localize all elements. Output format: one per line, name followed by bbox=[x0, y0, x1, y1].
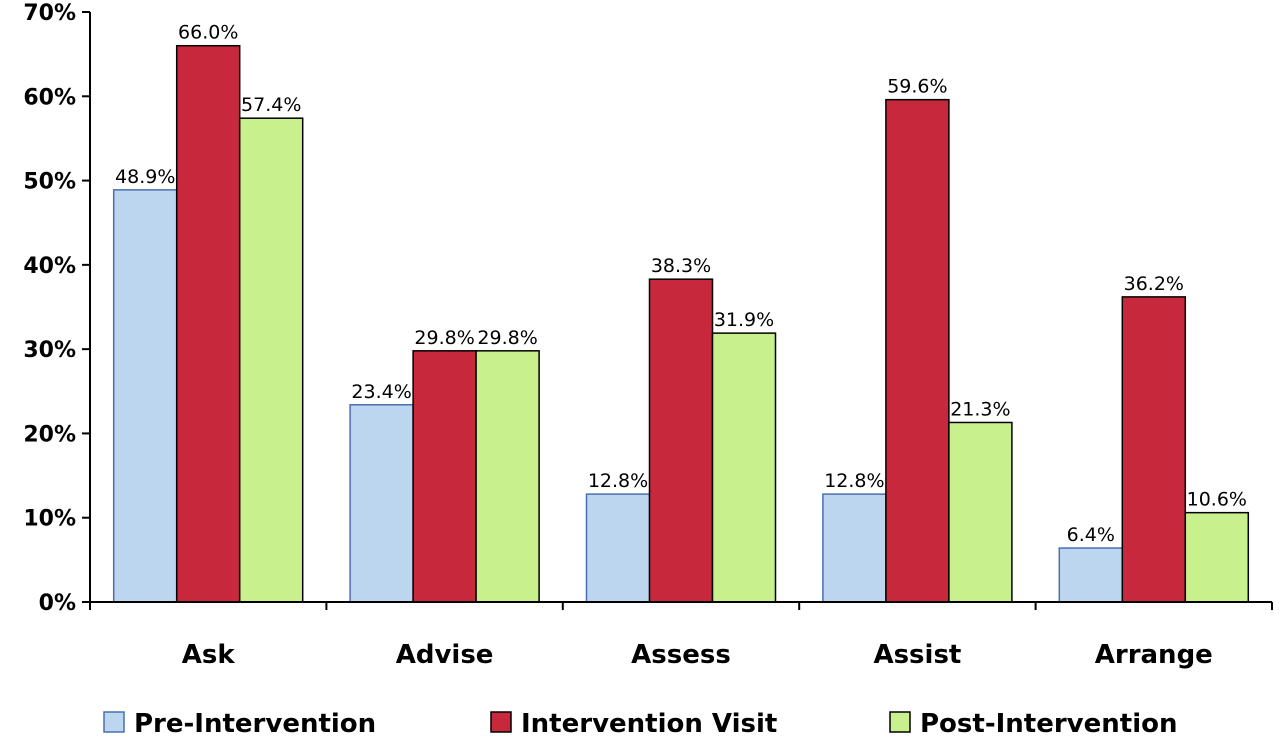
y-tick-label: 70% bbox=[23, 1, 76, 26]
bar bbox=[476, 351, 539, 602]
x-axis: Ask Advise Assess Assist Arrange bbox=[90, 602, 1272, 670]
legend-swatch bbox=[890, 712, 910, 732]
data-label: 29.8% bbox=[477, 327, 537, 349]
data-label: 38.3% bbox=[651, 255, 711, 277]
bar bbox=[240, 118, 303, 602]
bar bbox=[1059, 548, 1122, 602]
x-category-label: Ask bbox=[182, 640, 236, 670]
bar bbox=[713, 333, 776, 602]
bar bbox=[823, 494, 886, 602]
bar bbox=[1185, 513, 1248, 602]
bar-chart: 48.9% 66.0% 57.4% 23.4% 29.8% 29.8% 12.8% 38.3%… bbox=[0, 0, 1280, 740]
data-label: 36.2% bbox=[1124, 273, 1184, 295]
data-label: 21.3% bbox=[950, 398, 1010, 420]
data-label: 12.8% bbox=[588, 470, 648, 492]
bar bbox=[949, 422, 1012, 602]
data-label: 12.8% bbox=[824, 470, 884, 492]
data-label: 57.4% bbox=[241, 94, 301, 116]
legend-swatch bbox=[104, 712, 124, 732]
y-tick-label: 30% bbox=[23, 338, 76, 363]
legend-swatch bbox=[491, 712, 511, 732]
data-label: 48.9% bbox=[115, 166, 175, 188]
y-axis: 0% 10% 20% 30% 40% 50% 60% 70% bbox=[23, 1, 90, 616]
x-category-label: Assist bbox=[873, 640, 961, 670]
data-label: 66.0% bbox=[178, 22, 238, 44]
bar bbox=[1122, 297, 1185, 602]
bar bbox=[650, 279, 713, 602]
y-tick-label: 20% bbox=[23, 422, 76, 447]
y-tick-label: 40% bbox=[23, 254, 76, 279]
bar bbox=[114, 190, 177, 602]
y-tick-label: 60% bbox=[23, 85, 76, 110]
data-label: 29.8% bbox=[414, 327, 474, 349]
x-category-label: Arrange bbox=[1095, 640, 1213, 670]
bar bbox=[886, 100, 949, 602]
data-label: 59.6% bbox=[887, 76, 947, 98]
legend-label: Post-Intervention bbox=[920, 709, 1178, 739]
y-tick-label: 10% bbox=[23, 507, 76, 532]
bar bbox=[177, 46, 240, 602]
data-label: 23.4% bbox=[351, 381, 411, 403]
data-label: 6.4% bbox=[1067, 524, 1115, 546]
legend: Pre-Intervention Intervention Visit Post-I… bbox=[104, 709, 1178, 739]
data-label: 31.9% bbox=[714, 309, 774, 331]
bars-group bbox=[114, 46, 1249, 602]
y-tick-label: 50% bbox=[23, 170, 76, 195]
legend-label: Intervention Visit bbox=[521, 709, 777, 739]
x-category-label: Advise bbox=[396, 640, 494, 670]
bar bbox=[587, 494, 650, 602]
y-tick-label: 0% bbox=[39, 591, 76, 616]
legend-label: Pre-Intervention bbox=[134, 709, 376, 739]
bar bbox=[413, 351, 476, 602]
bar bbox=[350, 405, 413, 602]
x-category-label: Assess bbox=[631, 640, 731, 670]
data-label: 10.6% bbox=[1187, 489, 1247, 511]
